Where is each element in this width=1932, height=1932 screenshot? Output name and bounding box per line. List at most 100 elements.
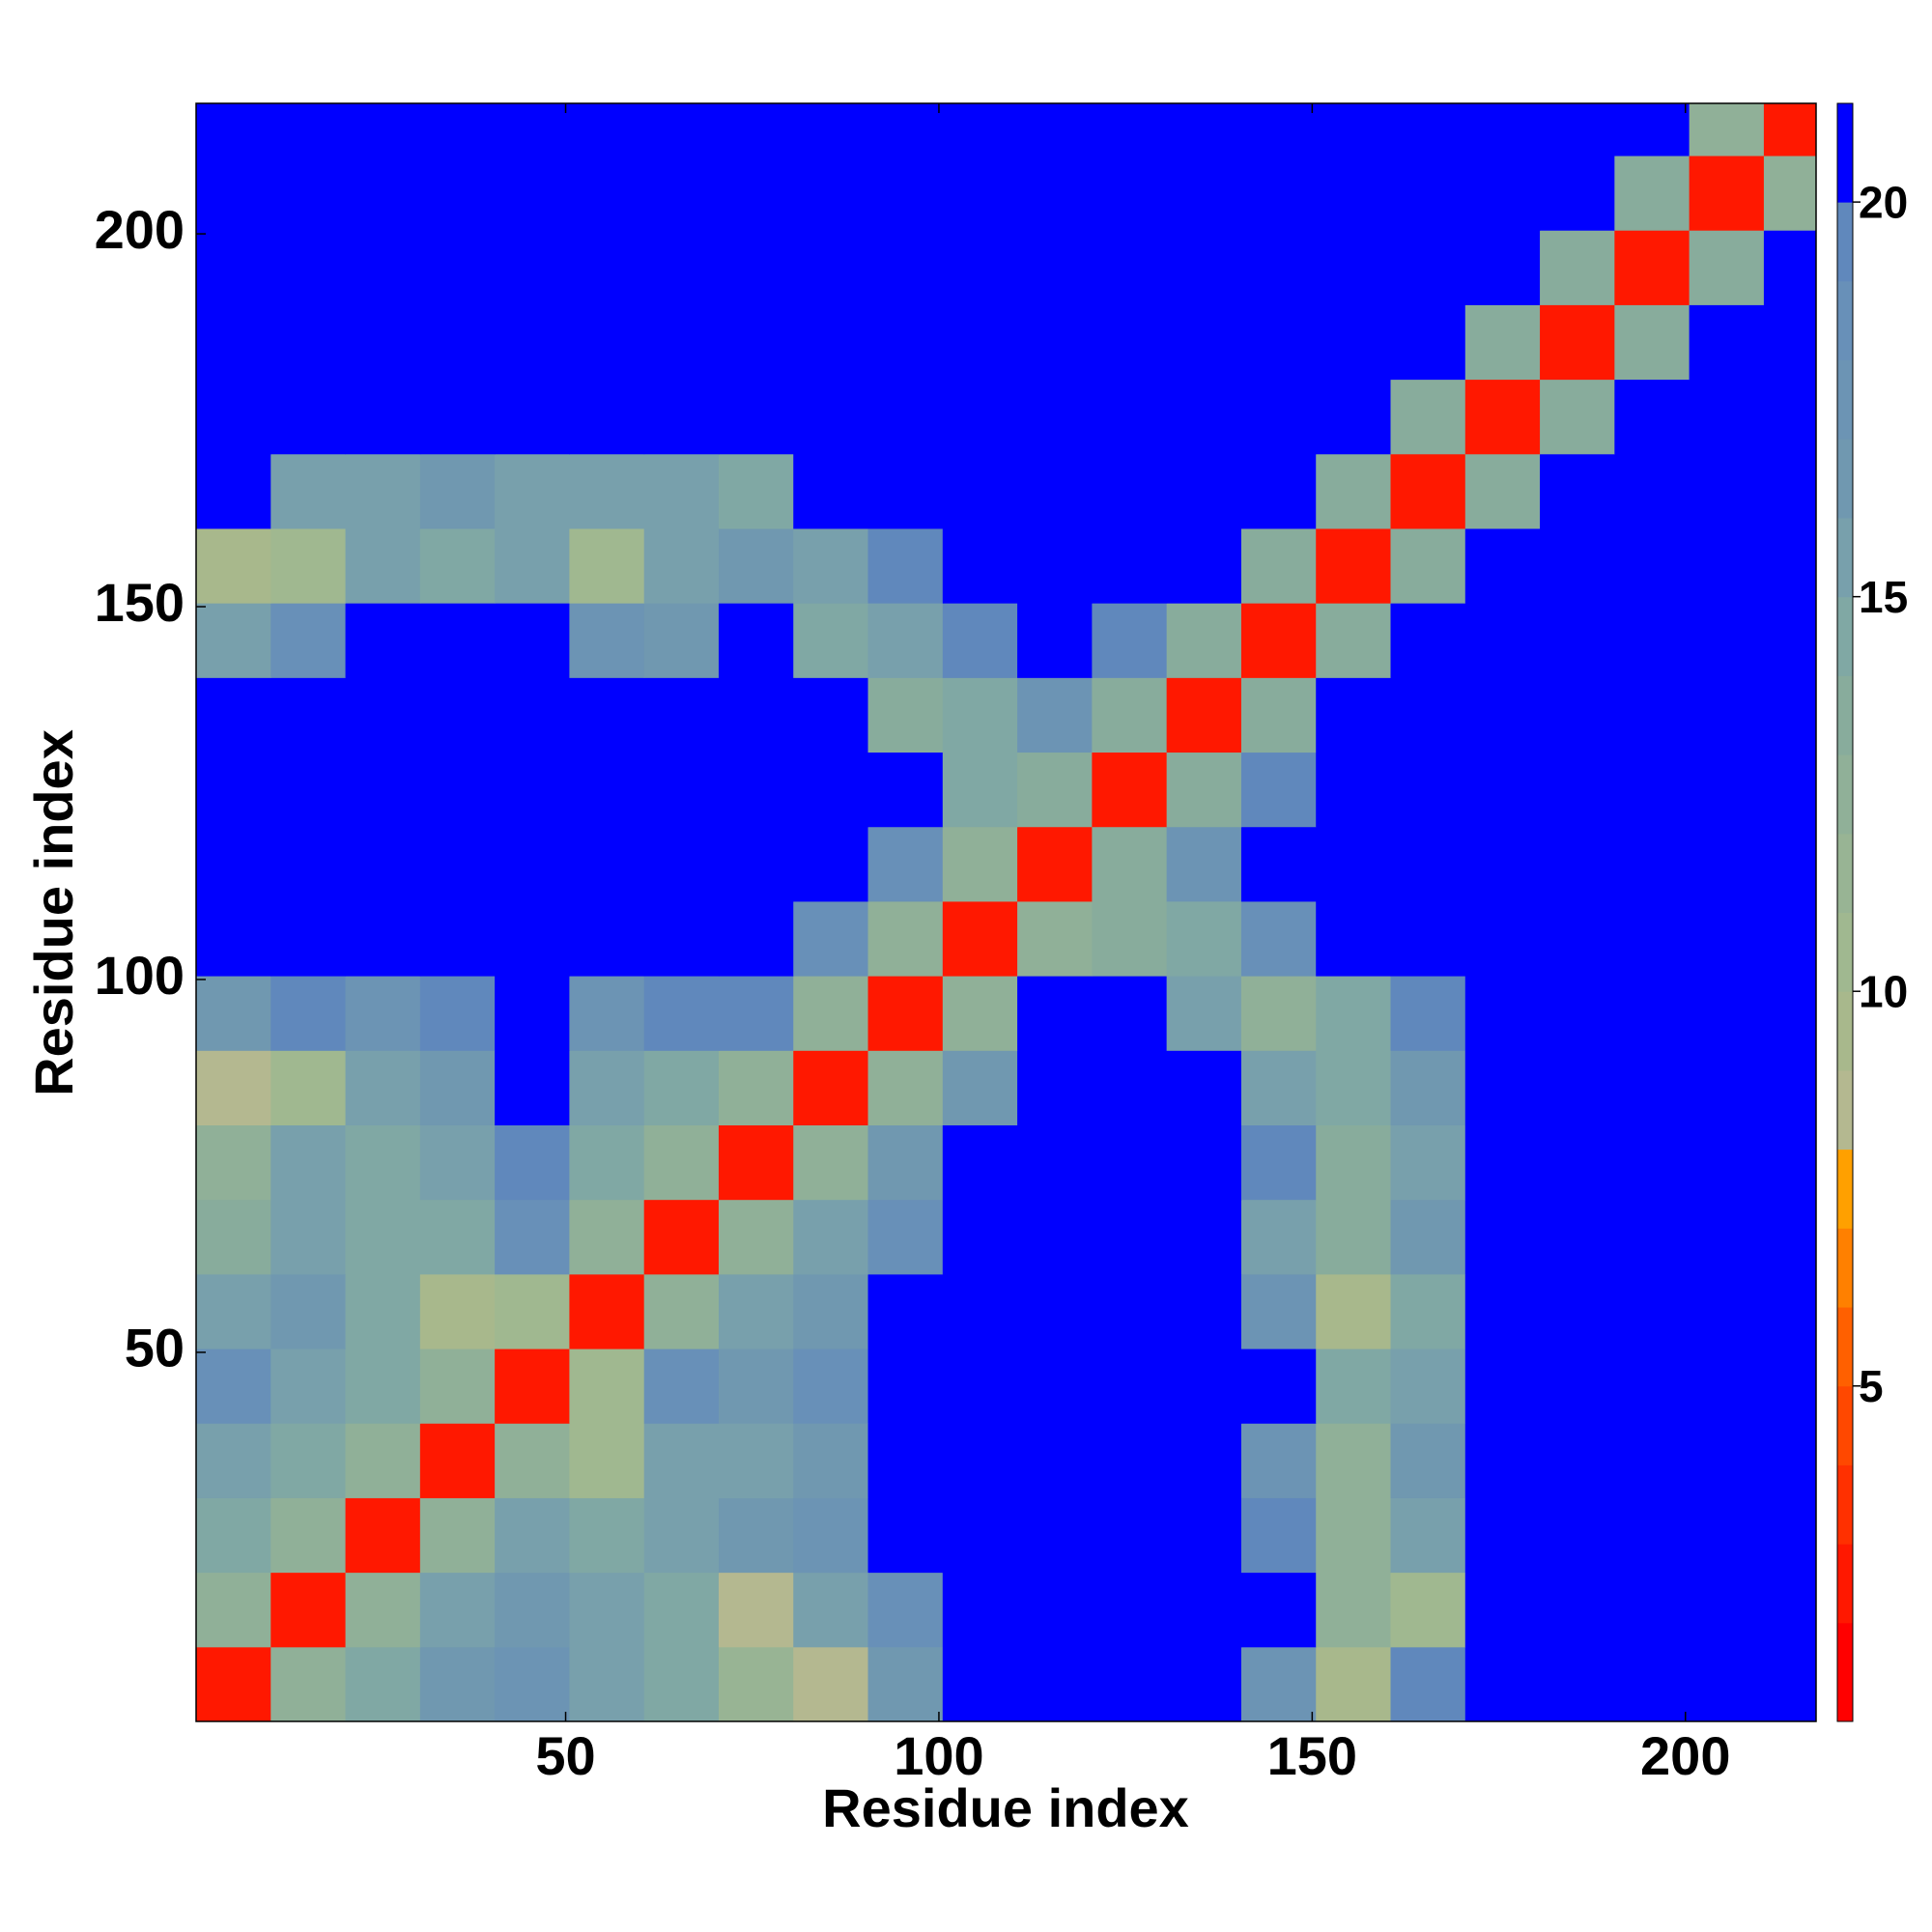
heatmap-cell (569, 453, 645, 529)
heatmap-cell (1092, 527, 1168, 604)
heatmap-cell (270, 103, 347, 156)
heatmap-cell (495, 304, 570, 381)
colorbar-segment (1837, 596, 1853, 676)
heatmap-cell (1166, 900, 1242, 977)
heatmap-cell (942, 304, 1018, 381)
heatmap-cell (1166, 603, 1242, 678)
heatmap-cell (1316, 677, 1391, 753)
colorbar-segment (1837, 1544, 1853, 1624)
heatmap-cell (1316, 156, 1391, 231)
heatmap-cell (495, 156, 570, 231)
heatmap-cell (1166, 1273, 1242, 1350)
heatmap-cell (1464, 103, 1541, 156)
heatmap-cell (1540, 752, 1615, 828)
heatmap-cell (1763, 826, 1817, 902)
heatmap-cell (196, 1423, 271, 1498)
heatmap-cell (196, 900, 271, 977)
heatmap-cell (1316, 1497, 1391, 1574)
heatmap-cell (1614, 1572, 1690, 1648)
heatmap-cell (1540, 304, 1615, 381)
heatmap-cell (1017, 826, 1093, 902)
heatmap-cell (1540, 900, 1615, 977)
heatmap-cell (718, 304, 794, 381)
heatmap-cell (419, 1199, 496, 1275)
heatmap-cell (495, 1423, 570, 1498)
heatmap-cell (345, 900, 421, 977)
heatmap-cell (1614, 1199, 1690, 1275)
heatmap-cell (345, 976, 421, 1051)
heatmap-cell (1390, 1349, 1466, 1424)
heatmap-cell (345, 1572, 421, 1648)
heatmap-cell (495, 900, 570, 977)
heatmap-cell (718, 976, 794, 1051)
heatmap-cell (419, 527, 496, 604)
heatmap-cell (419, 453, 496, 529)
heatmap-cell (643, 1423, 720, 1498)
colorbar-segment (1837, 202, 1853, 282)
heatmap-cell (270, 826, 347, 902)
heatmap-cell (196, 1349, 271, 1424)
heatmap-cell (1092, 1273, 1168, 1350)
heatmap-cell (1763, 103, 1817, 156)
heatmap-cell (1464, 156, 1541, 231)
heatmap-cell (419, 976, 496, 1051)
heatmap-cell (1017, 1349, 1093, 1424)
heatmap-cell (1092, 752, 1168, 828)
heatmap-cell (1092, 900, 1168, 977)
heatmap-cell (1092, 976, 1168, 1051)
heatmap-cell (1390, 900, 1466, 977)
heatmap-cell (643, 1050, 720, 1125)
heatmap-cell (569, 156, 645, 231)
heatmap-cell (793, 603, 869, 678)
heatmap-cell (1240, 379, 1317, 455)
heatmap-cell (1540, 677, 1615, 753)
heatmap-cell (270, 976, 347, 1051)
heatmap-cell (942, 1646, 1018, 1722)
heatmap-cell (718, 103, 794, 156)
heatmap-cell (643, 752, 720, 828)
heatmap-cell (495, 1199, 570, 1275)
heatmap-cell (793, 752, 869, 828)
heatmap-cell (270, 752, 347, 828)
heatmap-cell (270, 1124, 347, 1201)
heatmap-cell (643, 976, 720, 1051)
heatmap-cell (1240, 304, 1317, 381)
heatmap-cell (495, 1572, 570, 1648)
heatmap-cell (1614, 379, 1690, 455)
heatmap-cell (1763, 156, 1817, 231)
heatmap-cell (942, 1273, 1018, 1350)
heatmap-cell (1316, 1050, 1391, 1125)
heatmap-cell (196, 527, 271, 604)
heatmap-cell (867, 156, 944, 231)
heatmap-cell (569, 752, 645, 828)
heatmap-cell (793, 1050, 869, 1125)
heatmap-cell (1316, 752, 1391, 828)
heatmap-cell (1763, 1423, 1817, 1498)
heatmap-cell (793, 156, 869, 231)
heatmap-cell (1166, 1497, 1242, 1574)
heatmap-cell (569, 603, 645, 678)
heatmap-cell (270, 1497, 347, 1574)
heatmap-cell (1763, 453, 1817, 529)
heatmap-cell (196, 603, 271, 678)
heatmap-cell (1763, 527, 1817, 604)
heatmap-cell (942, 976, 1018, 1051)
heatmap-cell (718, 1124, 794, 1201)
heatmap-cell (867, 379, 944, 455)
heatmap-cell (1763, 752, 1817, 828)
heatmap-cell (1390, 752, 1466, 828)
colorbar-tick-label: 5 (1859, 1361, 1884, 1411)
heatmap-cell (942, 1497, 1018, 1574)
heatmap-cell (1390, 1423, 1466, 1498)
heatmap-cell (196, 1199, 271, 1275)
heatmap-cell (1464, 1349, 1541, 1424)
heatmap-cell (942, 156, 1018, 231)
heatmap-cell (867, 1124, 944, 1201)
heatmap-cell (1689, 1423, 1765, 1498)
heatmap-cell (1316, 230, 1391, 305)
heatmap-cell (1614, 1423, 1690, 1498)
heatmap-cell (1464, 1497, 1541, 1574)
colorbar-segment (1837, 1307, 1853, 1387)
heatmap-cell (1017, 1423, 1093, 1498)
heatmap-cell (1689, 527, 1765, 604)
